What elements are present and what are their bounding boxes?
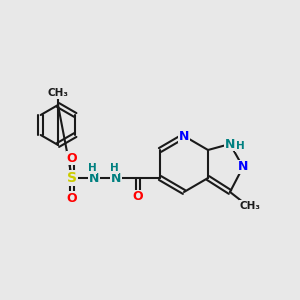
Text: N: N — [179, 130, 189, 142]
Text: N: N — [111, 172, 121, 184]
Text: N: N — [238, 160, 248, 173]
Text: O: O — [67, 152, 77, 164]
Text: CH₃: CH₃ — [239, 201, 260, 211]
Text: N: N — [225, 137, 235, 151]
Text: N: N — [89, 172, 99, 184]
Text: H: H — [88, 163, 96, 173]
Text: O: O — [133, 190, 143, 203]
Text: H: H — [110, 163, 118, 173]
Text: H: H — [236, 141, 244, 151]
Text: O: O — [67, 191, 77, 205]
Text: S: S — [67, 171, 77, 185]
Text: CH₃: CH₃ — [47, 88, 68, 98]
